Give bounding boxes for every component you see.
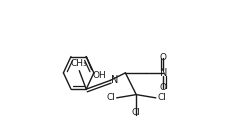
Text: Cl: Cl: [106, 93, 115, 102]
Text: O: O: [160, 53, 167, 62]
Text: Cl: Cl: [157, 93, 166, 102]
Text: OH: OH: [93, 71, 106, 80]
Text: CH₃: CH₃: [71, 59, 87, 68]
Text: Cl: Cl: [132, 108, 141, 117]
Text: N: N: [160, 68, 167, 78]
Text: N: N: [112, 75, 119, 85]
Text: O: O: [160, 83, 167, 92]
